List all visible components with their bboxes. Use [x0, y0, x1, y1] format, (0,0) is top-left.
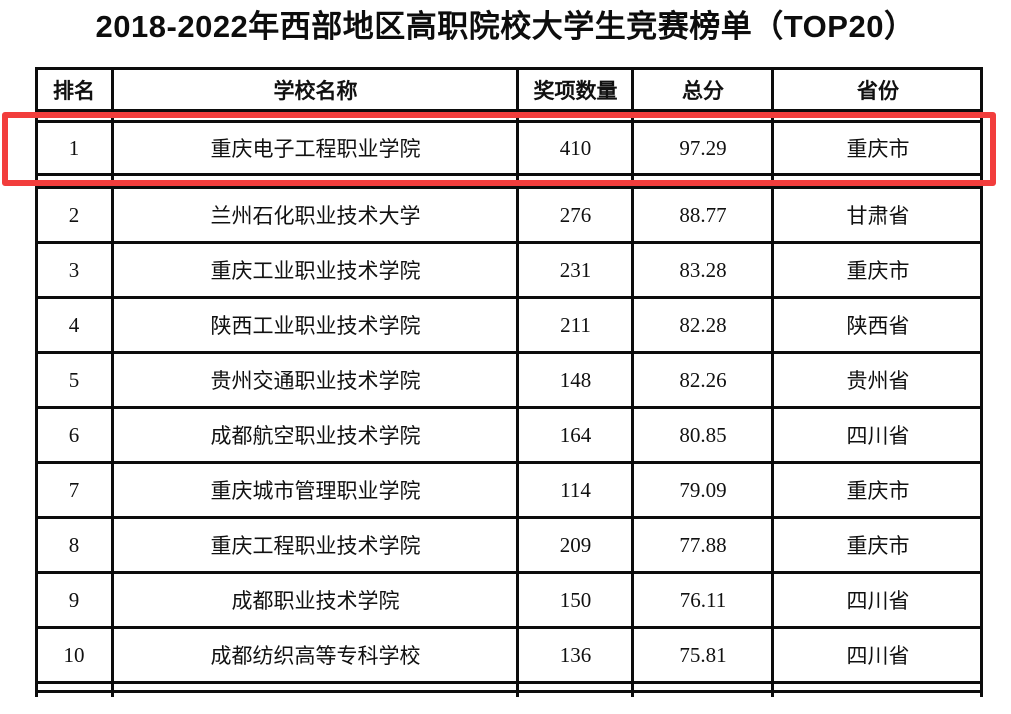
- header-rank: 排名: [53, 78, 95, 103]
- cell-score: 83.28: [679, 257, 727, 282]
- table-row-rank-6: 6 成都航空职业技术学院 164 80.85 四川省: [35, 409, 983, 464]
- cell-province: 重庆市: [846, 137, 910, 161]
- cell-rank: 5: [68, 367, 80, 392]
- rank-1-highlight-box: [2, 112, 996, 186]
- table-row-rank-3: 3 重庆工业职业技术学院 231 83.28 重庆市: [35, 244, 983, 299]
- column-border-awards: [631, 67, 634, 697]
- cell-awards: 164: [559, 422, 592, 447]
- cell-province: 四川省: [846, 424, 910, 448]
- cell-awards: 136: [559, 642, 592, 667]
- cell-awards: 211: [560, 312, 591, 337]
- cell-school: 重庆电子工程职业学院: [210, 137, 421, 161]
- cell-province: 重庆市: [846, 259, 910, 283]
- header-school-name: 学校名称: [273, 78, 358, 103]
- cell-rank: 9: [68, 587, 80, 612]
- table-row-rank-10: 10 成都纺织高等专科学校 136 75.81 四川省: [35, 629, 983, 684]
- cell-score: 82.28: [679, 312, 727, 337]
- table-row-rank-5: 5 贵州交通职业技术学院 148 82.26 贵州省: [35, 354, 983, 409]
- cell-score: 88.77: [679, 202, 727, 227]
- cell-school: 重庆工程职业技术学院: [210, 534, 421, 558]
- cell-rank: 7: [68, 477, 80, 502]
- table-header-row: 排名 学校名称 奖项数量 总分 省份: [35, 67, 983, 112]
- header-award-count: 奖项数量: [533, 78, 618, 103]
- cell-school: 重庆工业职业技术学院: [210, 259, 421, 283]
- table-row-rank-8: 8 重庆工程职业技术学院 209 77.88 重庆市: [35, 519, 983, 574]
- table-left-border: [35, 67, 38, 697]
- table-row-rank-9: 9 成都职业技术学院 150 76.11 四川省: [35, 574, 983, 629]
- table-row-rank-7: 7 重庆城市管理职业学院 114 79.09 重庆市: [35, 464, 983, 519]
- cell-rank: 8: [68, 532, 80, 557]
- cell-score: 76.11: [679, 587, 727, 612]
- column-border-rank: [111, 67, 114, 697]
- ranking-table: 排名 学校名称 奖项数量 总分 省份 1 重庆电子工程职业学院 410 97.2…: [35, 67, 983, 697]
- table-row-clipped: [35, 690, 983, 714]
- cell-awards: 410: [559, 135, 592, 160]
- cell-province: 四川省: [846, 589, 910, 613]
- cell-score: 75.81: [679, 642, 727, 667]
- column-border-score: [771, 67, 774, 697]
- cell-rank: 1: [68, 135, 80, 160]
- cell-school: 成都纺织高等专科学校: [210, 644, 421, 668]
- cell-province: 四川省: [846, 644, 910, 668]
- cell-province: 贵州省: [846, 369, 910, 393]
- page: { "title": "2018-2022年西部地区高职院校大学生竞赛榜单（TO…: [2, 9, 996, 697]
- cell-rank: 10: [63, 642, 85, 667]
- header-total-score: 总分: [682, 78, 724, 103]
- cell-awards: 114: [560, 477, 591, 502]
- cell-rank: 3: [68, 257, 80, 282]
- cell-province: 重庆市: [846, 479, 910, 503]
- cell-score: 77.88: [679, 532, 727, 557]
- cell-rank: 4: [68, 312, 80, 337]
- cell-score: 80.85: [679, 422, 727, 447]
- cell-school: 兰州石化职业技术大学: [210, 204, 421, 228]
- cell-awards: 150: [559, 587, 592, 612]
- cell-province: 重庆市: [846, 534, 910, 558]
- cell-awards: 148: [559, 367, 592, 392]
- header-province: 省份: [857, 78, 899, 103]
- cell-score: 97.29: [679, 135, 727, 160]
- table-row-rank-1: 1 重庆电子工程职业学院 410 97.29 重庆市: [35, 120, 983, 176]
- table-row-rank-2: 2 兰州石化职业技术大学 276 88.77 甘肃省: [35, 186, 983, 244]
- cell-awards: 231: [559, 257, 592, 282]
- cell-rank: 6: [68, 422, 80, 447]
- cell-province: 陕西省: [846, 314, 910, 338]
- column-border-school: [516, 67, 519, 697]
- cell-school: 成都航空职业技术学院: [210, 424, 421, 448]
- cell-awards: 276: [559, 202, 592, 227]
- cell-school: 贵州交通职业技术学院: [210, 369, 421, 393]
- page-title: 2018-2022年西部地区高职院校大学生竞赛榜单（TOP20）: [95, 9, 916, 44]
- table-body: 2 兰州石化职业技术大学 276 88.77 甘肃省 3 重庆工业职业技术学院 …: [35, 186, 983, 684]
- cell-school: 成都职业技术学院: [231, 589, 400, 613]
- cell-province: 甘肃省: [846, 204, 910, 228]
- table-right-border: [980, 67, 983, 697]
- cell-school: 陕西工业职业技术学院: [210, 314, 421, 338]
- cell-score: 82.26: [679, 367, 727, 392]
- cell-rank: 2: [68, 202, 80, 227]
- table-row-rank-4: 4 陕西工业职业技术学院 211 82.28 陕西省: [35, 299, 983, 354]
- cell-school: 重庆城市管理职业学院: [210, 479, 421, 503]
- cell-awards: 209: [559, 532, 592, 557]
- cell-score: 79.09: [679, 477, 727, 502]
